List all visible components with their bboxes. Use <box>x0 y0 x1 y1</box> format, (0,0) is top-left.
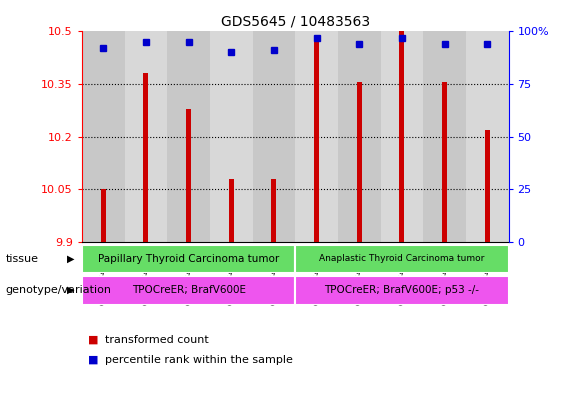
Text: ▶: ▶ <box>67 253 74 264</box>
Text: tissue: tissue <box>6 253 38 264</box>
Bar <box>357 82 362 242</box>
Bar <box>82 276 295 305</box>
Bar <box>82 245 295 273</box>
Text: Anaplastic Thyroid Carcinoma tumor: Anaplastic Thyroid Carcinoma tumor <box>319 255 485 263</box>
Bar <box>124 31 167 242</box>
Bar <box>253 31 295 242</box>
Bar <box>423 31 466 242</box>
Bar <box>271 179 276 242</box>
Text: percentile rank within the sample: percentile rank within the sample <box>105 354 293 365</box>
Bar <box>314 42 319 242</box>
Text: genotype/variation: genotype/variation <box>6 285 112 295</box>
Title: GDS5645 / 10483563: GDS5645 / 10483563 <box>221 15 370 29</box>
Bar <box>399 31 405 242</box>
Bar <box>338 31 381 242</box>
Bar <box>82 31 124 242</box>
Bar <box>466 31 509 242</box>
Bar <box>186 108 191 242</box>
Bar <box>485 130 490 242</box>
Bar <box>229 179 234 242</box>
Text: TPOCreER; BrafV600E; p53 -/-: TPOCreER; BrafV600E; p53 -/- <box>324 285 479 296</box>
Bar <box>442 82 447 242</box>
Text: ■: ■ <box>88 354 98 365</box>
Text: transformed count: transformed count <box>105 335 208 345</box>
Bar <box>167 31 210 242</box>
Bar <box>210 31 253 242</box>
Text: ▶: ▶ <box>67 285 74 295</box>
Text: TPOCreER; BrafV600E: TPOCreER; BrafV600E <box>132 285 246 296</box>
Bar <box>381 31 423 242</box>
Bar <box>295 276 508 305</box>
Text: Papillary Thyroid Carcinoma tumor: Papillary Thyroid Carcinoma tumor <box>98 254 279 264</box>
Bar <box>144 73 149 242</box>
Bar <box>101 189 106 242</box>
Bar <box>295 245 508 273</box>
Bar <box>295 31 338 242</box>
Text: ■: ■ <box>88 335 98 345</box>
